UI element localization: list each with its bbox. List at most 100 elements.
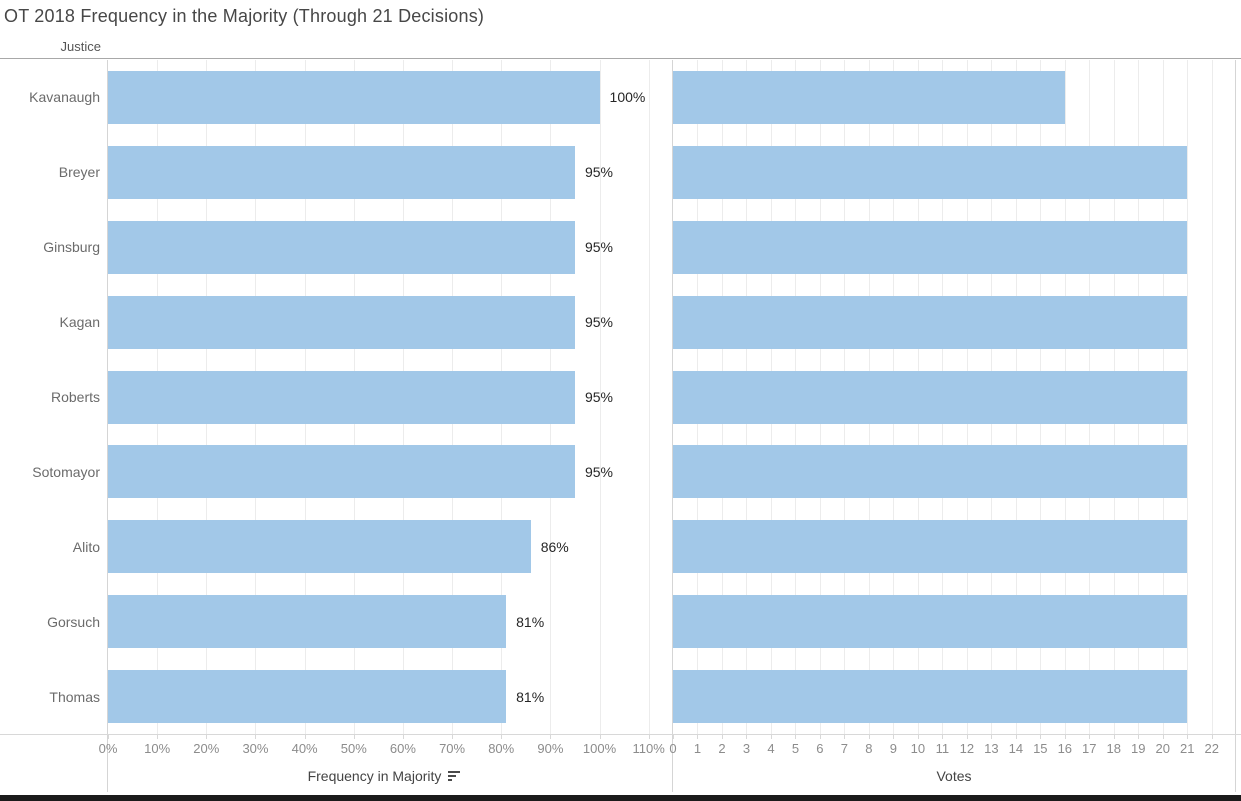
- tick-mark: [550, 735, 552, 739]
- justice-label[interactable]: Kavanaugh: [29, 89, 100, 106]
- tick-mark: [1040, 735, 1042, 739]
- justice-label[interactable]: Kagan: [59, 314, 100, 331]
- row-header-justice: Justice: [60, 39, 101, 54]
- justice-label[interactable]: Gorsuch: [47, 613, 100, 630]
- bar-row: 86%: [108, 509, 660, 584]
- pane-divider: [672, 60, 673, 792]
- bar-row: 100%: [108, 60, 660, 135]
- tick-mark: [868, 735, 870, 739]
- gridline: [599, 60, 601, 734]
- bar-row: 95%: [108, 135, 660, 210]
- tick-label: 21: [1180, 741, 1195, 756]
- tick-mark: [1187, 735, 1189, 739]
- bar-gorsuch[interactable]: [108, 595, 507, 649]
- bottom-scrollbar[interactable]: [0, 795, 1241, 801]
- bar-kavanaugh[interactable]: [108, 70, 600, 124]
- votes-axis-title[interactable]: Votes: [673, 768, 1235, 784]
- tick-label: 3: [742, 741, 751, 756]
- tick-label: 2: [718, 741, 726, 756]
- tick-mark: [746, 735, 748, 739]
- tick-mark: [304, 735, 306, 739]
- gridline: [648, 60, 650, 734]
- tick-mark: [1138, 735, 1140, 739]
- bar-roberts[interactable]: [108, 370, 575, 424]
- bar-thomas[interactable]: [673, 670, 1188, 724]
- bar-row: [673, 135, 1235, 210]
- tick-mark: [893, 735, 895, 739]
- tick-mark: [966, 735, 968, 739]
- justice-label[interactable]: Alito: [72, 538, 100, 555]
- bar-breyer[interactable]: [108, 145, 575, 199]
- bar-row: [673, 60, 1235, 135]
- pane-border-left: [107, 60, 108, 792]
- bar-sotomayor[interactable]: [673, 445, 1188, 499]
- sort-descending-icon[interactable]: [448, 771, 461, 781]
- bar-value-label: 95%: [584, 239, 613, 256]
- tick-label: 1: [693, 741, 702, 756]
- tick-label: 40%: [291, 741, 318, 756]
- tick-mark: [1211, 735, 1213, 739]
- votes-axis-title-label: Votes: [936, 768, 972, 784]
- tick-label: 0%: [98, 741, 118, 756]
- tick-label: 20: [1155, 741, 1170, 756]
- tick-mark: [1089, 735, 1091, 739]
- tick-mark: [1064, 735, 1066, 739]
- tick-mark: [673, 735, 674, 739]
- bar-thomas[interactable]: [108, 670, 507, 724]
- tick-mark: [721, 735, 723, 739]
- tick-label: 12: [959, 741, 975, 756]
- justice-label[interactable]: Sotomayor: [32, 463, 100, 480]
- tick-label: 17: [1082, 741, 1097, 756]
- tick-label: 90%: [537, 741, 564, 756]
- tick-mark: [108, 735, 109, 739]
- justice-label[interactable]: Ginsburg: [43, 239, 100, 256]
- bar-value-label: 95%: [584, 389, 613, 405]
- bar-value-label: 81%: [516, 613, 545, 630]
- frequency-axis-title[interactable]: Frequency in Majority: [108, 768, 660, 784]
- pane-border-right: [1235, 60, 1236, 792]
- bar-row: 95%: [108, 285, 660, 360]
- gridline: [1211, 60, 1213, 734]
- frequency-bars: 100% 95% 95% 95% 95% 95% 86% 81% 81%: [108, 60, 660, 734]
- tick-label: 70%: [439, 741, 466, 756]
- justice-label[interactable]: Thomas: [49, 688, 100, 705]
- bar-row: [673, 360, 1235, 435]
- justice-label[interactable]: Roberts: [50, 389, 100, 405]
- tick-label: 7: [840, 741, 849, 756]
- bar-kagan[interactable]: [108, 295, 575, 349]
- tick-mark: [353, 735, 355, 739]
- tick-mark: [795, 735, 797, 739]
- tick-mark: [255, 735, 257, 739]
- bar-kavanaugh[interactable]: [673, 70, 1065, 124]
- tick-mark: [1162, 735, 1164, 739]
- bar-sotomayor[interactable]: [108, 445, 575, 499]
- justice-label[interactable]: Breyer: [58, 164, 100, 181]
- tick-label: 14: [1008, 741, 1024, 756]
- votes-bars: [673, 60, 1235, 734]
- tick-mark: [770, 735, 772, 739]
- tick-label: 30%: [242, 741, 269, 756]
- bar-alito[interactable]: [108, 520, 531, 574]
- bar-row: 81%: [108, 584, 660, 659]
- votes-axis: 0 1 2 3 4 5 6 7 8 9 10 11 12 13 14 15 16 17 18 19 20 21 22: [669, 734, 1235, 794]
- tick-label: 100%: [582, 741, 617, 756]
- tick-mark: [991, 735, 993, 739]
- bar-breyer[interactable]: [673, 145, 1188, 199]
- tick-label: 10: [910, 741, 926, 756]
- tick-label: 80%: [488, 741, 515, 756]
- bar-row: [673, 659, 1235, 734]
- tick-mark: [157, 735, 159, 739]
- frequency-axis: 0% 10% 20% 30% 40% 50% 60% 70% 80% 90% 100% 110%: [99, 734, 665, 794]
- bar-roberts[interactable]: [673, 370, 1188, 424]
- bar-row: 81%: [108, 659, 660, 734]
- bar-ginsburg[interactable]: [108, 220, 575, 274]
- bar-alito[interactable]: [673, 520, 1188, 574]
- tick-mark: [599, 735, 601, 739]
- tick-label: 6: [816, 741, 824, 756]
- bar-gorsuch[interactable]: [673, 595, 1188, 649]
- tick-label: 10%: [144, 741, 171, 756]
- bar-ginsburg[interactable]: [673, 220, 1188, 274]
- gridline: [1187, 60, 1189, 734]
- bar-kagan[interactable]: [673, 295, 1188, 349]
